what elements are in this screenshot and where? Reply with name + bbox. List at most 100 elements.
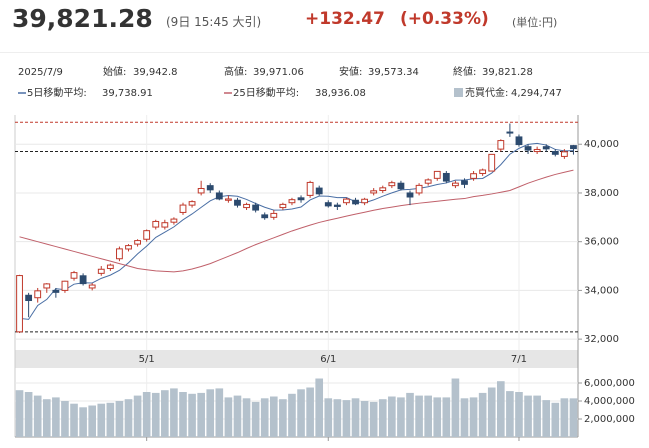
candle-body	[506, 131, 514, 134]
legend-label: 売買代金:	[465, 86, 508, 99]
volume-bar	[324, 398, 333, 437]
candle-body	[97, 268, 105, 274]
candle-body	[170, 218, 178, 223]
candle-body	[524, 146, 532, 151]
candle-body	[16, 275, 23, 333]
volume-bar	[369, 401, 378, 437]
volume-bar	[61, 401, 69, 437]
legend-value: 38,936.08	[315, 88, 366, 99]
volume-bar	[197, 392, 205, 437]
volume-bar	[469, 397, 478, 437]
candle-body	[497, 140, 505, 150]
candle-body	[515, 136, 523, 146]
close-label: 終値:	[453, 65, 476, 78]
candle-body	[461, 180, 468, 185]
volume-bar	[115, 401, 124, 437]
volume-bar	[206, 389, 215, 437]
x-tick-label: 7/1	[511, 354, 527, 365]
candle-body	[161, 222, 169, 228]
candle-body	[306, 181, 314, 196]
volume-bar	[224, 397, 233, 437]
candle-body	[479, 169, 487, 174]
volume-bar	[533, 395, 541, 437]
volume-bar	[188, 393, 196, 437]
volume-bar	[88, 405, 96, 437]
volume-bar	[397, 397, 405, 437]
divider	[0, 52, 649, 53]
volume-bar	[333, 399, 342, 437]
volume-bar	[569, 398, 578, 437]
candle-body	[542, 146, 550, 150]
volume-bar	[70, 403, 78, 437]
candle-body	[570, 145, 577, 150]
candle-body	[452, 182, 459, 187]
volume-bar	[406, 392, 414, 437]
info-row: 2025/7/9 始値: 39,942.8 高値: 39,971.06 安値: …	[18, 65, 562, 99]
volume-bar	[524, 395, 532, 437]
date-band	[15, 350, 578, 368]
candle-body	[433, 170, 441, 179]
volume-bar	[560, 398, 569, 437]
volume-bar	[142, 392, 151, 437]
volume-bar	[378, 399, 387, 437]
volume-bar	[506, 391, 514, 437]
candle-body	[215, 192, 223, 200]
volume-bar	[388, 396, 396, 437]
legend-value: 4,294,747	[511, 88, 562, 99]
candle-body	[352, 199, 359, 205]
candle-body	[415, 184, 423, 194]
change: +132.47	[305, 9, 385, 29]
candle-body	[252, 204, 260, 211]
high-value: 39,971.06	[253, 67, 304, 78]
candle-body	[134, 240, 141, 245]
candle-body	[442, 172, 450, 182]
y-tick-label: 32,000	[584, 334, 619, 345]
volume-bar	[360, 401, 369, 437]
volume-bar	[306, 387, 314, 437]
volume-bar	[97, 403, 106, 437]
candle-body	[333, 204, 341, 207]
candle-body	[188, 201, 196, 206]
candle-body	[79, 275, 87, 285]
volume-bar	[478, 392, 487, 437]
candle-body	[397, 182, 405, 190]
volume-bar	[133, 395, 142, 437]
volume-bar	[415, 395, 423, 437]
open-value: 39,942.8	[133, 67, 178, 78]
volume-bar	[515, 392, 523, 437]
volume-bar	[487, 387, 496, 437]
volume-bar	[124, 399, 133, 437]
x-tick-label: 5/1	[139, 354, 155, 365]
volume-bar	[260, 398, 269, 437]
close-value: 39,821.28	[482, 67, 533, 78]
candle-body	[297, 197, 305, 201]
legend-swatch	[454, 88, 463, 97]
candle-body	[25, 294, 33, 302]
volume-bar	[279, 399, 287, 437]
candle-body	[106, 264, 114, 269]
y-tick-label: 2,000,000	[584, 414, 635, 425]
volume-bar	[15, 390, 24, 437]
candle-body	[424, 179, 432, 184]
volume-bar	[52, 397, 60, 437]
volume-bar	[451, 378, 460, 437]
volume-bar	[288, 393, 296, 437]
candle-body	[324, 202, 332, 207]
volume-bar	[179, 392, 187, 437]
candle-body	[315, 187, 323, 195]
volume-bar	[351, 398, 360, 437]
y-tick-label: 38,000	[584, 188, 619, 199]
legend-label: 5日移動平均:	[27, 86, 87, 99]
y-tick-label: 4,000,000	[584, 396, 635, 407]
y-tick-label: 34,000	[584, 285, 619, 296]
volume-bar	[315, 378, 324, 437]
candle-body	[488, 153, 496, 172]
volume-bar	[424, 395, 432, 437]
candle-body	[551, 151, 559, 155]
candle-body	[243, 203, 250, 209]
volume-bar	[233, 395, 242, 437]
date: 2025/7/9	[18, 67, 63, 78]
candle-body	[279, 203, 287, 209]
volume-bar	[79, 407, 87, 437]
